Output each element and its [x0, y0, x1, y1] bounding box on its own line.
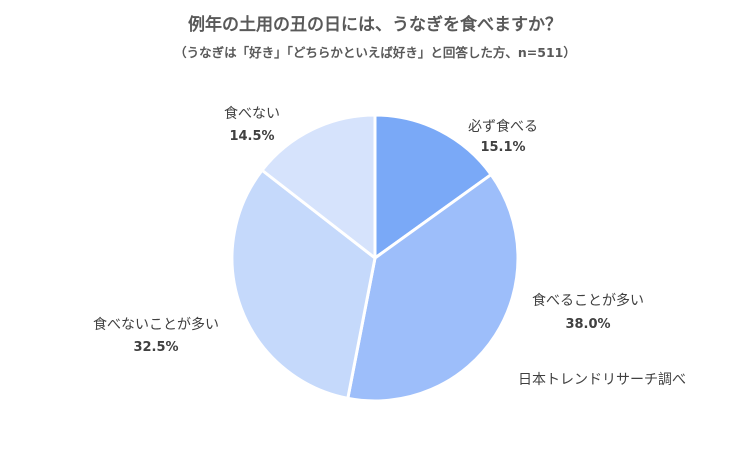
pie-slices	[230, 113, 520, 403]
chart-title: 例年の土用の丑の日には、うなぎを食べますか？	[188, 15, 562, 35]
slice-label-value: 15.1%	[480, 140, 525, 155]
chart-subtitle: （うなぎは「好き」「どちらかといえば好き」と回答した方、n=511）	[174, 45, 576, 60]
slice-label-value: 38.0%	[565, 317, 610, 332]
pie-slice-3	[260, 113, 377, 260]
slice-label-2: 食べないことが多い 32.5%	[93, 316, 219, 355]
slice-label-1: 食べることが多い 38.0%	[532, 292, 644, 332]
slice-label-value: 14.5%	[229, 129, 274, 144]
source-note: 日本トレンドリサーチ調べ	[518, 372, 686, 388]
slice-label-name: 食べない	[224, 105, 280, 122]
slice-label-name: 必ず食べる	[468, 118, 538, 135]
pie-slice-0	[373, 113, 493, 260]
slice-label-name: 食べないことが多い	[93, 316, 219, 333]
slice-label-name: 食べることが多い	[532, 292, 644, 309]
pie-slice-2	[230, 168, 377, 400]
slice-label-0: 必ず食べる 15.1%	[468, 118, 538, 155]
slice-label-value: 32.5%	[133, 340, 178, 355]
pie-slice-1	[346, 173, 520, 403]
slice-label-3: 食べない 14.5%	[224, 105, 280, 144]
